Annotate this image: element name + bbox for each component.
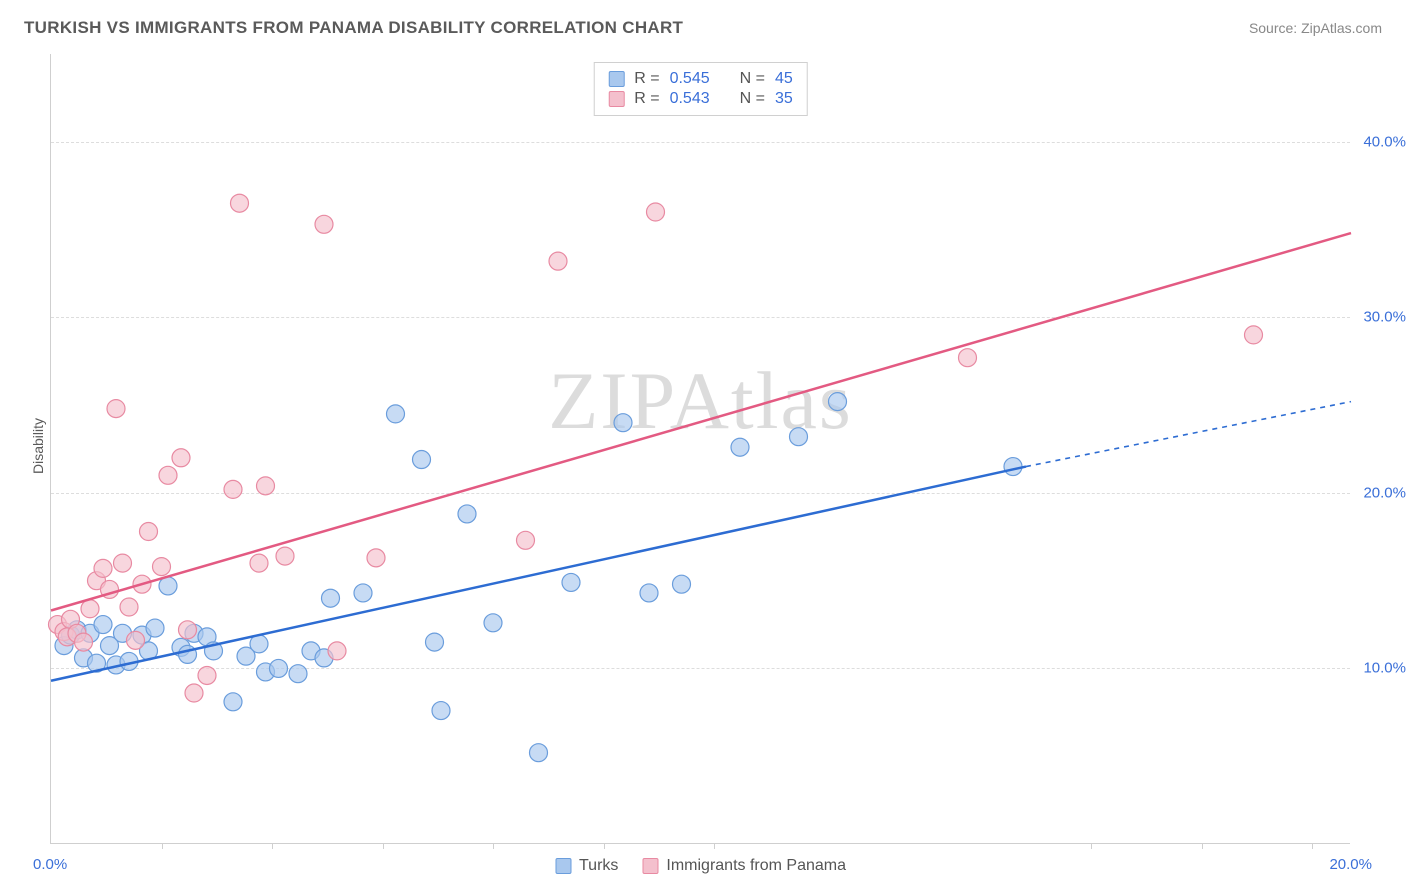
legend-r-value: 0.545	[670, 70, 710, 88]
trend-line	[51, 233, 1351, 610]
data-point	[94, 559, 112, 577]
data-point	[250, 554, 268, 572]
data-point	[198, 666, 216, 684]
legend-row: R = 0.545 N = 45	[608, 69, 793, 89]
x-tick	[604, 843, 605, 849]
y-tick-label: 40.0%	[1363, 133, 1406, 150]
data-point	[322, 589, 340, 607]
legend-swatch	[642, 858, 658, 874]
data-point	[959, 349, 977, 367]
data-point	[81, 600, 99, 618]
data-point	[484, 614, 502, 632]
x-tick	[383, 843, 384, 849]
x-tick	[162, 843, 163, 849]
data-point	[224, 480, 242, 498]
x-tick	[272, 843, 273, 849]
data-point	[231, 194, 249, 212]
x-axis-min-label: 0.0%	[33, 856, 67, 873]
legend-n-label: N =	[740, 70, 765, 88]
data-point	[140, 523, 158, 541]
legend-label: Turks	[579, 857, 618, 875]
chart-area: ZIPAtlas 10.0%20.0%30.0%40.0% R =0.545N …	[50, 54, 1350, 844]
legend-swatch	[608, 71, 624, 87]
data-point	[640, 584, 658, 602]
data-point	[179, 621, 197, 639]
data-point	[185, 684, 203, 702]
data-point	[517, 531, 535, 549]
data-point	[1245, 326, 1263, 344]
data-point	[549, 252, 567, 270]
legend-r-label: R =	[634, 70, 659, 88]
x-tick	[1202, 843, 1203, 849]
x-tick	[1091, 843, 1092, 849]
data-point	[270, 659, 288, 677]
data-point	[530, 744, 548, 762]
data-point	[413, 451, 431, 469]
data-point	[367, 549, 385, 567]
y-tick-label: 20.0%	[1363, 484, 1406, 501]
legend-item: Immigrants from Panama	[642, 857, 846, 875]
data-point	[94, 616, 112, 634]
data-point	[315, 215, 333, 233]
data-point	[673, 575, 691, 593]
data-point	[829, 393, 847, 411]
data-point	[458, 505, 476, 523]
source-label: Source: ZipAtlas.com	[1249, 20, 1382, 36]
data-point	[114, 554, 132, 572]
y-tick-label: 30.0%	[1363, 309, 1406, 326]
data-point	[562, 573, 580, 591]
legend-item: Turks	[555, 857, 618, 875]
data-point	[790, 428, 808, 446]
data-point	[172, 449, 190, 467]
data-point	[328, 642, 346, 660]
legend-correlation: R = 0.545 N = 45 R = 0.543 N = 35	[593, 62, 808, 116]
legend-row: R = 0.543 N = 35	[608, 89, 793, 109]
legend-r-label: R =	[634, 90, 659, 108]
data-point	[1004, 458, 1022, 476]
x-tick	[1312, 843, 1313, 849]
legend-n-label: N =	[740, 90, 765, 108]
scatter-plot	[51, 54, 1350, 843]
legend-swatch	[555, 858, 571, 874]
y-tick-label: 10.0%	[1363, 660, 1406, 677]
legend-series: Turks Immigrants from Panama	[555, 857, 846, 875]
data-point	[120, 598, 138, 616]
data-point	[107, 400, 125, 418]
page-title: TURKISH VS IMMIGRANTS FROM PANAMA DISABI…	[24, 18, 683, 38]
legend-swatch	[608, 91, 624, 107]
data-point	[146, 619, 164, 637]
data-point	[432, 702, 450, 720]
x-tick	[493, 843, 494, 849]
legend-n-value: 35	[775, 90, 793, 108]
legend-n-value: 45	[775, 70, 793, 88]
data-point	[426, 633, 444, 651]
data-point	[276, 547, 294, 565]
data-point	[224, 693, 242, 711]
data-point	[647, 203, 665, 221]
trend-line-dashed	[1026, 402, 1351, 467]
data-point	[387, 405, 405, 423]
legend-r-value: 0.543	[670, 90, 710, 108]
trend-line	[51, 467, 1026, 681]
x-tick	[714, 843, 715, 849]
data-point	[354, 584, 372, 602]
y-axis-label: Disability	[30, 418, 46, 474]
x-axis-max-label: 20.0%	[1329, 856, 1372, 873]
data-point	[289, 665, 307, 683]
data-point	[127, 631, 145, 649]
data-point	[614, 414, 632, 432]
data-point	[257, 477, 275, 495]
legend-label: Immigrants from Panama	[666, 857, 846, 875]
data-point	[731, 438, 749, 456]
data-point	[159, 466, 177, 484]
data-point	[153, 558, 171, 576]
data-point	[75, 633, 93, 651]
